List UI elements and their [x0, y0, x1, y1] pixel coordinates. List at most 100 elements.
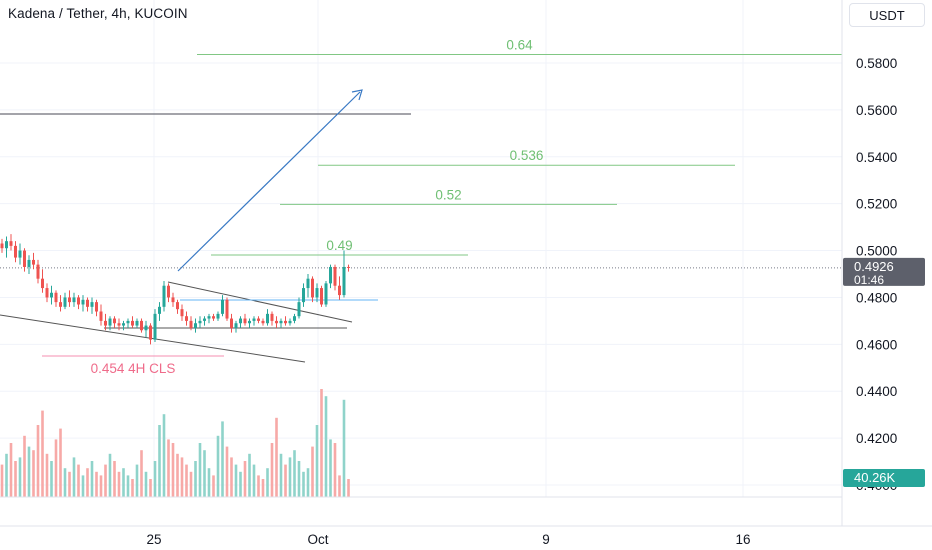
- candle-body: [234, 323, 238, 328]
- candle-body: [230, 318, 233, 328]
- volume-bars: [0, 389, 350, 497]
- price-tick-label: 0.5600: [856, 103, 897, 118]
- candle-body: [225, 299, 229, 319]
- volume-tag-label: 40.26K: [854, 470, 896, 485]
- candle-body: [59, 302, 62, 307]
- volume-bar: [257, 475, 260, 497]
- candle-body: [315, 288, 319, 298]
- volume-bar: [95, 471, 98, 497]
- candle-body: [131, 320, 134, 326]
- volume-bar: [293, 450, 296, 497]
- candle-body: [72, 297, 76, 303]
- arrow-head-icon: [351, 89, 363, 101]
- volume-bar: [261, 479, 265, 497]
- candle-body: [86, 299, 89, 307]
- volume-bar: [212, 475, 215, 497]
- volume-bar: [239, 471, 242, 497]
- candle-body: [41, 278, 44, 289]
- time-axis[interactable]: 25 Oct 9 16: [0, 496, 932, 547]
- candle-body: [18, 250, 22, 258]
- time-tick-label: Oct: [307, 532, 328, 547]
- time-tick-label: 25: [146, 532, 161, 547]
- volume-bar: [189, 471, 193, 497]
- volume-bar: [288, 457, 292, 497]
- volume-bar: [203, 450, 206, 497]
- volume-bar: [266, 468, 269, 497]
- volume-bar: [63, 468, 67, 497]
- candle-body: [36, 264, 40, 279]
- volume-bar: [90, 461, 94, 497]
- candle-body: [90, 302, 94, 307]
- volume-bar: [41, 410, 44, 497]
- volume-bar: [117, 471, 121, 497]
- level-label: 0.64: [506, 38, 533, 53]
- candle-body: [185, 316, 188, 321]
- trend-line: [167, 281, 353, 323]
- volume-bar: [207, 468, 211, 497]
- candle-body: [99, 311, 103, 321]
- candle-body: [329, 266, 332, 284]
- volume-bar: [140, 450, 143, 497]
- candle-body: [45, 288, 49, 298]
- volume-bar: [180, 457, 184, 497]
- volume-bar: [104, 464, 107, 497]
- volume-bar: [342, 399, 346, 497]
- currency-button[interactable]: USDT: [849, 3, 925, 27]
- price-tick-label: 0.5000: [856, 244, 897, 259]
- candle-body: [306, 278, 310, 289]
- volume-bar: [149, 479, 152, 497]
- volume-bar: [284, 464, 287, 497]
- volume-bar: [126, 475, 130, 497]
- volume-bar: [221, 421, 224, 497]
- volume-bar: [14, 461, 17, 497]
- price-tick-label: 0.5200: [856, 197, 897, 212]
- candle-body: [162, 285, 166, 307]
- candle-body: [297, 302, 301, 317]
- candle-body: [81, 299, 85, 305]
- candle-body: [14, 245, 17, 258]
- volume-bar: [333, 443, 337, 497]
- candle-body: [108, 318, 112, 326]
- candle-body: [252, 318, 256, 321]
- volume-bar: [68, 471, 71, 497]
- volume-bar: [275, 417, 278, 497]
- candle-body: [288, 320, 292, 324]
- candle-body: [216, 313, 220, 319]
- price-tick-label: 0.5800: [856, 56, 897, 71]
- candle-body: [243, 318, 247, 324]
- volume-bar: [279, 453, 283, 497]
- volume-bar: [176, 453, 179, 497]
- drawing-tools[interactable]: 0.64 0.536 0.52 0.49 0.454 4H CLS: [0, 38, 842, 376]
- candle-body: [270, 313, 274, 321]
- volume-bar: [297, 461, 301, 497]
- volume-bar: [108, 453, 112, 497]
- volume-bar: [216, 435, 220, 497]
- volume-bar: [320, 389, 323, 497]
- candle-body: [333, 266, 337, 286]
- candle-body: [27, 259, 31, 267]
- price-tick-label: 0.4200: [856, 431, 897, 446]
- price-axis[interactable]: 0.5800 0.5600 0.5400 0.5200 0.5000 0.4800 0.46…: [841, 0, 925, 526]
- level-label: 0.52: [435, 187, 461, 202]
- candle-body: [248, 320, 251, 324]
- candle-body: [239, 318, 242, 324]
- candle-body: [324, 283, 328, 305]
- volume-bar: [99, 475, 103, 497]
- price-tick-label: 0.4400: [856, 384, 897, 399]
- candle-body: [54, 292, 58, 303]
- candle-body: [320, 288, 323, 305]
- volume-bar: [194, 461, 197, 497]
- candle-body: [293, 316, 296, 321]
- volume-bar: [302, 471, 305, 497]
- grid-lines: [0, 0, 842, 497]
- candle-body: [284, 320, 287, 324]
- volume-bar: [306, 468, 310, 497]
- volume-bar: [45, 453, 49, 497]
- candle-body: [198, 320, 202, 324]
- candle-body: [347, 266, 350, 268]
- volume-bar: [252, 464, 256, 497]
- candle-body: [171, 297, 175, 303]
- candle-body: [104, 320, 107, 326]
- candle-body: [311, 278, 314, 298]
